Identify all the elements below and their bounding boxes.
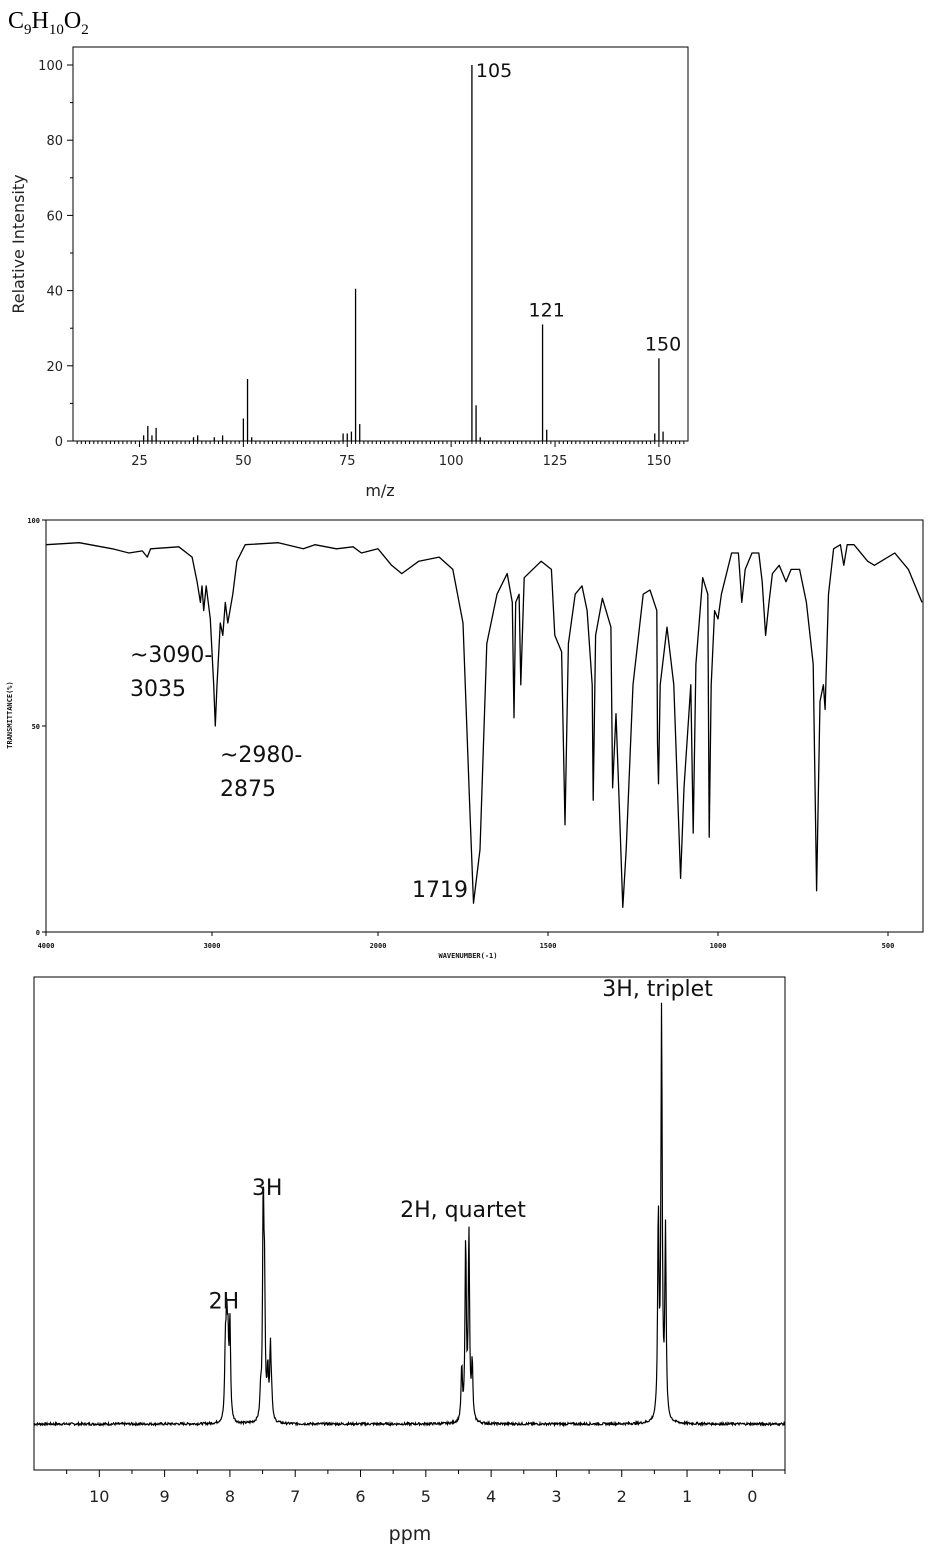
nmr-spectrum-line	[33, 1002, 786, 1428]
ms-peak-label: 105	[476, 60, 512, 82]
ir-peak-label: ~3090- 3035	[130, 643, 212, 702]
ms-x-axis-label: m/z	[365, 481, 394, 500]
nmr-x-tick-label: 10	[89, 1487, 109, 1506]
ir-peak-label-line: 1719	[412, 878, 468, 903]
ms-x-tick-label: 25	[131, 454, 148, 469]
nmr-x-tick-label: 0	[747, 1487, 757, 1506]
mass-spectrum-chart: 25 50 75 100 125 150 0 20 40 60 80 100 m/z Relative I…	[9, 46, 689, 500]
ms-x-tick-label: 50	[235, 454, 252, 469]
nmr-x-tick-label: 1	[682, 1487, 692, 1506]
ir-peak-label-line: ~3090-	[130, 643, 212, 668]
ms-y-tick-label: 80	[46, 134, 63, 149]
nmr-x-tick-label: 5	[421, 1487, 431, 1506]
nmr-x-tick-label: 9	[160, 1487, 170, 1506]
ir-transmittance-line	[45, 542, 923, 908]
nmr-plot-frame	[33, 976, 786, 1471]
ir-peak-label: ~2980- 2875	[220, 743, 302, 802]
ms-x-tick-label: 125	[543, 454, 568, 469]
nmr-peak-label: 2H, quartet	[400, 1198, 526, 1223]
ir-x-tick-label: 4000	[38, 942, 55, 950]
ir-y-tick-label: 50	[32, 723, 40, 731]
ms-peak-label: 150	[645, 333, 681, 355]
ir-peak-label-line: ~2980-	[220, 743, 302, 768]
ir-x-tick-label: 3000	[204, 942, 221, 950]
ir-peak-label: 1719	[412, 878, 468, 903]
ir-peak-label-line: 2875	[220, 777, 276, 802]
nmr-peak-label: 2H	[209, 1290, 240, 1315]
nmr-peak-label: 3H, triplet	[602, 977, 713, 1002]
ir-x-tick-label: 2000	[370, 942, 387, 950]
ir-spectrum-chart: 4000 3000 2000 1500 1000 500 0 50 100 WAVENUMBER(…	[6, 517, 924, 960]
ms-x-tick-label: 75	[339, 454, 356, 469]
ms-x-tick-label: 150	[646, 454, 671, 469]
ms-y-tick-label: 20	[46, 360, 63, 375]
ms-x-tick-label: 100	[439, 454, 464, 469]
nmr-x-axis-label: ppm	[389, 1523, 432, 1545]
nmr-x-tick-label: 8	[225, 1487, 235, 1506]
ms-y-tick-label: 0	[55, 435, 63, 450]
nmr-x-tick-label: 2	[617, 1487, 627, 1506]
molecular-formula: C9H10O2	[8, 8, 89, 38]
ir-y-axis-label: TRANSMITTANCE(%)	[6, 681, 14, 748]
nmr-x-tick-label: 6	[355, 1487, 365, 1506]
ir-x-tick-label: 1500	[540, 942, 557, 950]
ir-x-axis-label: WAVENUMBER(-1)	[438, 952, 497, 960]
nmr-x-tick-label: 4	[486, 1487, 496, 1506]
ir-y-tick-label: 0	[36, 929, 40, 937]
ms-peak-label: 121	[529, 299, 565, 321]
nmr-peak-label: 3H	[252, 1176, 283, 1201]
ir-peak-label-line: 3035	[130, 677, 186, 702]
ir-x-tick-label: 500	[882, 942, 895, 950]
nmr-x-tick-label: 3	[551, 1487, 561, 1506]
ms-y-tick-label: 40	[46, 285, 63, 300]
ir-x-tick-label: 1000	[710, 942, 727, 950]
nmr-x-tick-label: 7	[290, 1487, 300, 1506]
ir-y-tick-label: 100	[27, 517, 40, 525]
ms-y-tick-label: 100	[38, 59, 63, 74]
ms-y-axis-label: Relative Intensity	[9, 174, 28, 313]
ms-y-tick-label: 60	[46, 209, 63, 224]
